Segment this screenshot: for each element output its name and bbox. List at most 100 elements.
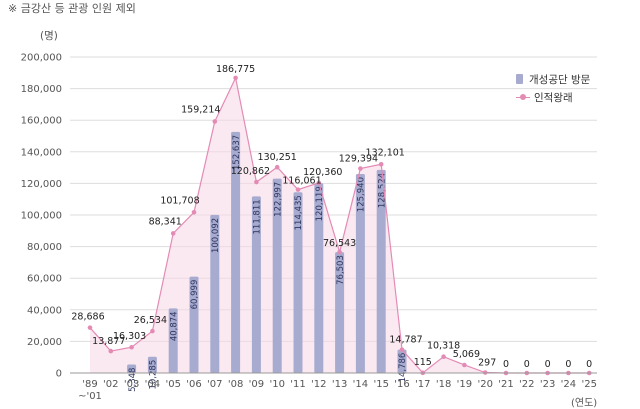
bar-value-label: 128,524 <box>377 173 387 208</box>
line-value-label: 0 <box>545 359 551 370</box>
y-tick-label: 200,000 <box>21 53 62 64</box>
line-point <box>191 210 197 215</box>
line-point <box>212 119 218 124</box>
x-tick-label: '19 <box>457 379 472 390</box>
line-value-label: 132,101 <box>366 147 405 158</box>
line-point <box>358 166 363 171</box>
x-tick-label: '02 <box>103 379 118 390</box>
line-value-label: 120,862 <box>231 166 270 177</box>
x-tick-label: '12 <box>311 379 326 390</box>
bar <box>376 169 386 373</box>
x-tick-label: '17 <box>415 379 430 390</box>
x-tick-label: '14 <box>353 379 368 390</box>
y-tick-label: 100,000 <box>21 211 62 222</box>
x-tick-label: '03 <box>124 379 139 390</box>
line-value-label: 76,543 <box>323 238 356 249</box>
x-tick-label: '05 <box>165 379 180 390</box>
line-value-label: 115 <box>414 357 432 368</box>
y-tick-label: 60,000 <box>27 274 62 285</box>
x-tick-label: ~'01 <box>78 391 102 402</box>
line-point <box>378 161 384 167</box>
y-tick-label: 0 <box>56 369 62 380</box>
chart-note: ※ 금강산 등 관광 인원 제외 <box>8 2 136 15</box>
bar-value-label: 152,637 <box>232 135 242 170</box>
line-point <box>87 325 93 330</box>
x-tick-label: '06 <box>186 379 201 390</box>
x-tick-label: '18 <box>436 379 451 390</box>
bar-value-label: 120,119 <box>315 186 325 221</box>
x-tick-label: '07 <box>207 379 222 390</box>
bar <box>251 196 261 373</box>
y-tick-label: 180,000 <box>21 84 62 95</box>
line-value-label: 26,534 <box>134 315 167 326</box>
bar-value-label: 5,348 <box>128 368 138 392</box>
line-point <box>129 344 134 350</box>
x-tick-label: '23 <box>540 379 555 390</box>
x-tick-label: '20 <box>477 379 492 390</box>
line-point <box>316 180 322 186</box>
legend-line-label: 인적왕래 <box>534 91 573 104</box>
y-tick-label: 120,000 <box>21 179 62 190</box>
x-tick-label: '24 <box>561 379 576 390</box>
bar <box>168 308 178 373</box>
line-point <box>274 164 280 170</box>
bar-value-label: 76,503 <box>336 255 346 285</box>
line-value-label: 5,069 <box>453 349 480 360</box>
x-tick-label: '15 <box>373 379 388 390</box>
line-value-label: 116,061 <box>282 176 321 187</box>
bar <box>127 364 137 373</box>
line-point <box>295 187 301 192</box>
line-value-label: 28,686 <box>71 312 104 323</box>
bar <box>272 178 282 373</box>
legend-item-line: 인적왕래 <box>516 88 590 106</box>
bar <box>231 131 241 373</box>
x-tick-label: '11 <box>290 379 305 390</box>
legend: 개성공단 방문 인적왕래 <box>516 70 590 106</box>
line-value-label: 14,787 <box>389 335 422 346</box>
bar-value-label: 40,874 <box>169 311 179 341</box>
x-tick-label: '04 <box>145 379 160 390</box>
bar-value-label: 125,940 <box>357 177 367 212</box>
bar-value-label: 100,092 <box>211 218 221 253</box>
legend-bar-label: 개성공단 방문 <box>529 73 591 86</box>
line-value-label: 130,251 <box>258 152 297 163</box>
bar <box>189 276 199 373</box>
line-value-label: 101,708 <box>160 195 199 206</box>
y-tick-label: 140,000 <box>21 147 62 158</box>
line-value-label: 297 <box>478 358 496 369</box>
bar-value-label: 114,435 <box>294 195 304 230</box>
bar <box>210 214 220 373</box>
bar-value-label: 111,811 <box>253 199 263 234</box>
x-tick-label: '22 <box>519 379 534 390</box>
line-value-label: 0 <box>586 359 592 370</box>
bar-value-label: 60,999 <box>190 280 200 310</box>
line-value-label: 0 <box>503 359 509 370</box>
x-tick-label: '16 <box>394 379 409 390</box>
bar-value-label: 14,786 <box>398 353 408 383</box>
bar <box>397 349 407 373</box>
line-value-label: 186,775 <box>216 64 255 75</box>
line-point <box>108 348 114 354</box>
legend-line-swatch <box>516 92 530 102</box>
x-tick-label: '21 <box>498 379 513 390</box>
bar <box>147 356 157 373</box>
line-point <box>233 75 238 81</box>
y-tick-label: 160,000 <box>21 116 62 127</box>
line-value-label: 16,303 <box>113 331 146 342</box>
line-value-label: 120,360 <box>303 167 342 178</box>
x-tick-label: '09 <box>249 379 264 390</box>
y-axis-unit: (명) <box>40 30 58 42</box>
x-tick-label: '89 <box>82 379 97 390</box>
line-point <box>441 354 446 359</box>
x-tick-label: '10 <box>269 379 284 390</box>
y-tick-label: 20,000 <box>27 337 62 348</box>
x-tick-label: '13 <box>332 379 347 390</box>
legend-item-bar: 개성공단 방문 <box>516 70 590 88</box>
line-value-label: 159,214 <box>181 104 220 115</box>
line-point <box>150 328 155 334</box>
y-tick-label: 40,000 <box>27 305 62 316</box>
line-value-label: 88,341 <box>149 216 182 227</box>
legend-bar-swatch <box>516 74 523 84</box>
x-axis-unit: (연도) <box>571 398 598 409</box>
